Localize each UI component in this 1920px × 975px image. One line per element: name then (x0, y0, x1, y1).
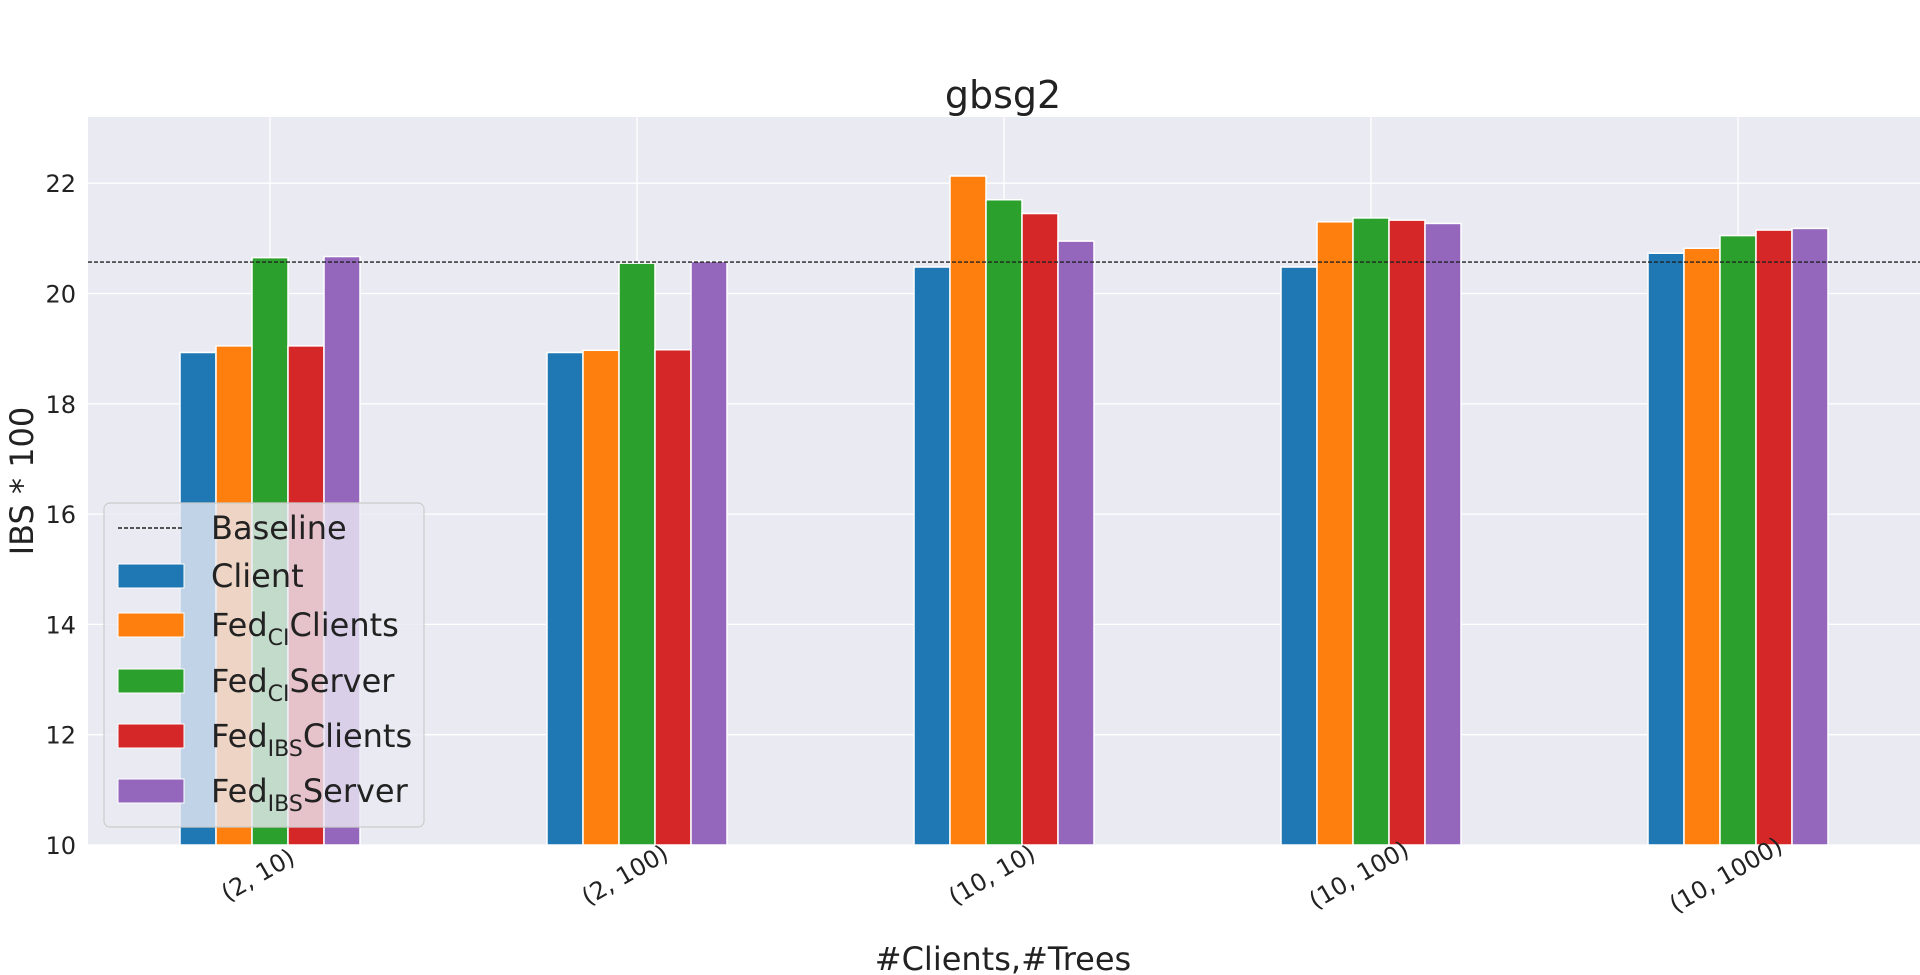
legend-label-baseline: Baseline (211, 509, 347, 547)
bar-client-5 (1647, 252, 1685, 846)
legend: Baseline Client FedCIClients FedCIServer Fed… (103, 502, 425, 828)
legend-swatch-fedibsserver (117, 778, 185, 804)
y-tick-label: 16 (45, 501, 76, 529)
bar-fedibsclients-2 (654, 348, 692, 846)
bar-fedciclients-2 (582, 349, 620, 846)
legend-label-fedibsserver: FedIBSServer (211, 772, 409, 817)
x-tick-label: (10, 100) (1304, 835, 1414, 914)
chart-title: gbsg2 (945, 73, 1061, 117)
y-tick-label: 12 (45, 722, 76, 750)
bar-fedibsclients-4 (1388, 219, 1426, 846)
legend-swatch-fedciclients (117, 612, 185, 638)
legend-swatch-fedibsclients (117, 723, 185, 749)
bar-client-2 (546, 351, 584, 846)
bar-fedciclients-3 (949, 175, 987, 846)
bar-client-4 (1280, 266, 1318, 846)
bar-fedibsserver-5 (1791, 227, 1829, 846)
legend-label-fedciserver: FedCIServer (211, 662, 395, 707)
bar-fedciserver-5 (1719, 234, 1757, 846)
bar-fedibsclients-5 (1755, 229, 1793, 846)
bar-fedciserver-3 (985, 198, 1023, 846)
y-tick-label: 18 (45, 391, 76, 419)
x-tick-label: (2, 100) (577, 839, 673, 911)
y-axis-ticks: 10 12 14 16 18 20 22 (45, 170, 76, 860)
bar-fedciclients-4 (1316, 221, 1354, 846)
legend-label-client: Client (211, 557, 304, 595)
y-tick-label: 20 (45, 280, 76, 308)
bar-fedibsserver-3 (1057, 240, 1095, 846)
legend-swatch-fedciserver (117, 668, 185, 694)
bar-fedibsclients-3 (1021, 212, 1059, 846)
bar-fedciclients-5 (1683, 247, 1721, 846)
legend-label-fedciclients: FedCIClients (211, 606, 399, 651)
y-tick-label: 14 (45, 611, 76, 639)
bar-fedciserver-2 (618, 262, 656, 846)
y-tick-label: 22 (45, 170, 76, 198)
legend-label-fedibsclients: FedIBSClients (211, 717, 412, 762)
y-tick-label: 10 (45, 832, 76, 860)
bar-fedibsserver-4 (1424, 222, 1462, 846)
legend-swatch-client (117, 563, 185, 589)
x-axis-label: #Clients,#Trees (875, 940, 1131, 975)
x-tick-label: (2, 10) (216, 843, 299, 907)
bar-fedibsserver-2 (690, 260, 728, 846)
bar-client-3 (913, 266, 951, 846)
y-axis-label: IBS * 100 (3, 407, 41, 556)
bar-fedciserver-4 (1352, 217, 1390, 846)
x-tick-label: (10, 10) (944, 839, 1040, 911)
